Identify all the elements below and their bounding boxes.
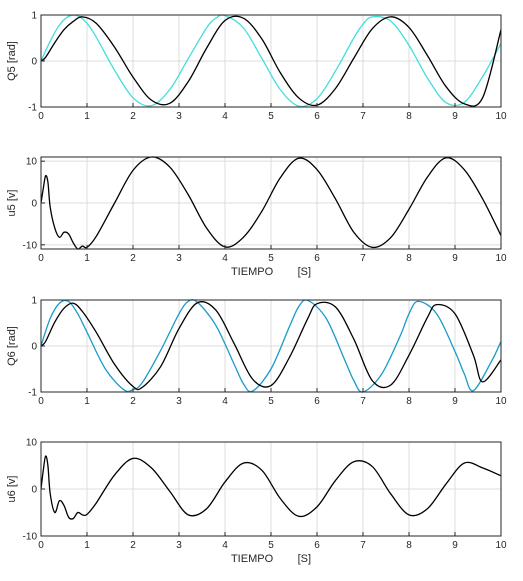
x-tick-label: 9 — [452, 111, 458, 122]
x-tick-label: 2 — [130, 540, 136, 551]
x-tick-label: 9 — [452, 253, 458, 264]
x-tick-label: 6 — [314, 111, 320, 122]
y-tick-label: 1 — [31, 296, 37, 307]
series-line-1 — [41, 299, 501, 393]
y-tick-label: -1 — [28, 103, 37, 114]
x-tick-label: 5 — [268, 540, 274, 551]
y-axis-label: Q5 [rad] — [6, 41, 18, 81]
x-tick-label: 10 — [495, 111, 507, 122]
x-tick-label: 3 — [176, 540, 182, 551]
x-axis-label: TIEMPO [S] — [231, 553, 311, 565]
y-tick-label: -1 — [28, 388, 37, 399]
x-tick-label: 0 — [38, 111, 44, 122]
series-line-1 — [41, 156, 501, 250]
x-tick-label: 6 — [314, 253, 320, 264]
x-tick-label: 10 — [495, 253, 507, 264]
series-line-1 — [41, 14, 501, 108]
x-tick-label: 8 — [406, 540, 412, 551]
y-axis-label: u5 [v] — [6, 190, 18, 217]
y-tick-label: 0 — [31, 342, 37, 353]
x-tick-label: 8 — [406, 111, 412, 122]
x-tick-label: 3 — [176, 111, 182, 122]
y-axis-label: Q6 [rad] — [6, 326, 18, 366]
x-tick-label: 10 — [495, 540, 507, 551]
x-tick-label: 9 — [452, 396, 458, 407]
x-tick-label: 3 — [176, 253, 182, 264]
x-tick-label: 1 — [84, 253, 90, 264]
x-tick-label: 4 — [222, 111, 228, 122]
x-tick-label: 8 — [406, 253, 412, 264]
y-tick-label: 1 — [31, 11, 37, 22]
x-tick-label: 0 — [38, 396, 44, 407]
x-tick-label: 2 — [130, 396, 136, 407]
x-tick-label: 6 — [314, 396, 320, 407]
x-tick-label: 8 — [406, 396, 412, 407]
series-line-2 — [41, 15, 501, 107]
x-tick-label: 0 — [38, 253, 44, 264]
y-tick-label: -10 — [23, 532, 38, 543]
y-tick-label: 10 — [26, 157, 38, 168]
x-tick-label: 7 — [360, 540, 366, 551]
x-tick-label: 10 — [495, 396, 507, 407]
x-tick-label: 7 — [360, 111, 366, 122]
x-tick-label: 5 — [268, 253, 274, 264]
series-line-1 — [41, 455, 501, 520]
y-tick-label: 0 — [31, 199, 37, 210]
y-tick-label: -10 — [23, 240, 38, 251]
x-tick-label: 2 — [130, 111, 136, 122]
y-tick-label: 0 — [31, 485, 37, 496]
y-tick-label: 0 — [31, 57, 37, 68]
x-tick-label: 7 — [360, 396, 366, 407]
x-tick-label: 4 — [222, 396, 228, 407]
series-line-2 — [41, 301, 501, 391]
y-tick-label: 10 — [26, 438, 38, 449]
x-tick-label: 7 — [360, 253, 366, 264]
x-tick-label: 2 — [130, 253, 136, 264]
x-tick-label: 5 — [268, 396, 274, 407]
x-tick-label: 0 — [38, 540, 44, 551]
x-tick-label: 3 — [176, 396, 182, 407]
x-tick-label: 4 — [222, 540, 228, 551]
x-tick-label: 1 — [84, 540, 90, 551]
x-tick-label: 1 — [84, 111, 90, 122]
x-tick-label: 5 — [268, 111, 274, 122]
x-tick-label: 1 — [84, 396, 90, 407]
x-axis-label: TIEMPO [S] — [231, 266, 311, 278]
y-axis-label: u6 [v] — [6, 476, 18, 503]
x-tick-label: 6 — [314, 540, 320, 551]
x-tick-label: 4 — [222, 253, 228, 264]
x-tick-label: 9 — [452, 540, 458, 551]
